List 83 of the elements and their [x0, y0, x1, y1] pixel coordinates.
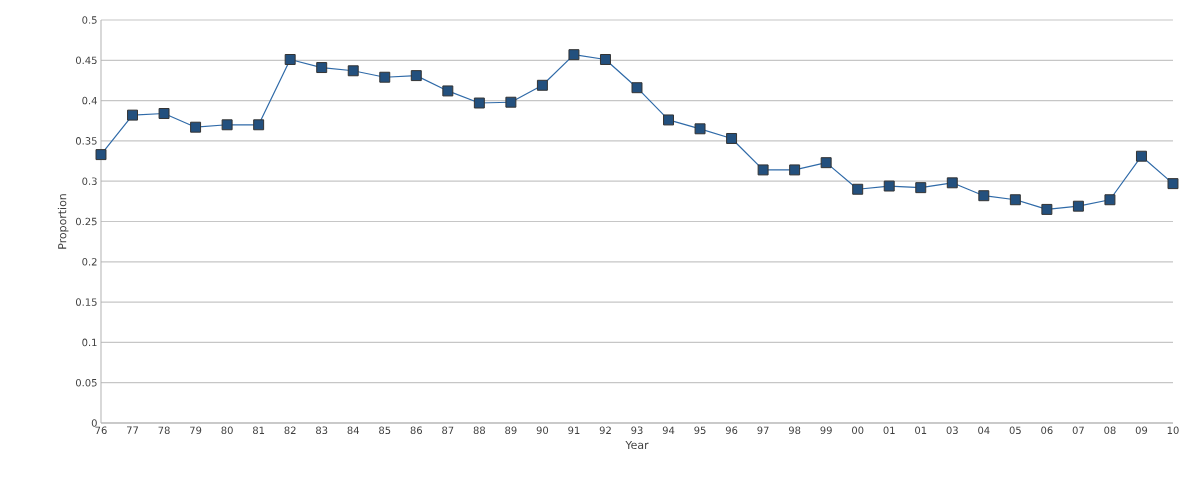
x-tick-label: 86: [410, 426, 423, 435]
y-tick-label: 0: [91, 419, 97, 427]
y-tick-label: 0.45: [75, 56, 97, 65]
point: [978, 190, 990, 202]
x-tick-label: 84: [347, 426, 360, 435]
point: [473, 97, 485, 109]
point: [1135, 150, 1147, 162]
point: [221, 119, 233, 131]
point: [757, 164, 769, 176]
x-tick-label: 93: [631, 426, 643, 435]
point: [253, 119, 265, 131]
y-tick-label: 0.2: [82, 258, 97, 266]
x-tick-label: 89: [505, 426, 517, 435]
x-tick-label: 81: [252, 426, 265, 435]
point: [599, 54, 611, 65]
x-tick-label: 92: [599, 426, 611, 435]
y-tick-label: 0.25: [75, 217, 97, 226]
point: [536, 79, 548, 91]
point: [284, 54, 296, 65]
point: [568, 49, 580, 61]
point: [95, 149, 107, 161]
point: [1041, 203, 1053, 215]
y-tick-label: 0.3: [82, 177, 97, 185]
y-tick-label: 0.05: [75, 378, 97, 387]
x-tick-label: 98: [788, 426, 801, 435]
x-tick-label: 08: [1104, 426, 1116, 435]
x-tick-label: 76: [95, 426, 107, 435]
y-axis-title: Proportion: [57, 194, 69, 249]
x-tick-label: 01: [915, 426, 927, 435]
point: [1009, 194, 1021, 206]
x-tick-label: 91: [568, 426, 580, 435]
y-tick-label: 0.15: [75, 298, 97, 306]
x-axis-title: Year: [625, 440, 649, 450]
x-tick-label: 97: [757, 426, 769, 435]
x-tick-label: 85: [379, 426, 391, 435]
point: [883, 180, 895, 192]
x-tick-label: 01: [883, 426, 895, 435]
point: [852, 183, 864, 195]
point: [820, 157, 832, 169]
point: [1104, 194, 1116, 206]
point: [694, 123, 706, 135]
x-tick-label: 87: [442, 426, 454, 435]
x-tick-label: 06: [1041, 426, 1053, 435]
point: [789, 164, 801, 176]
point: [915, 182, 927, 194]
point: [726, 133, 738, 144]
x-tick-label: 05: [1009, 426, 1021, 435]
x-tick-label: 96: [725, 426, 738, 435]
x-tick-label: 94: [662, 426, 675, 435]
point: [442, 85, 454, 97]
x-tick-label: 77: [127, 426, 139, 434]
x-tick-label: 82: [284, 426, 296, 435]
x-tick-label: 78: [158, 426, 170, 435]
y-tick-label: 0.4: [82, 96, 97, 105]
point: [1072, 200, 1084, 212]
point: [316, 62, 328, 74]
point: [127, 109, 139, 121]
y-tick-label: 0.35: [75, 137, 97, 145]
x-tick-label: 09: [1135, 426, 1148, 435]
point: [158, 108, 170, 119]
x-tick-label: 99: [820, 426, 832, 435]
y-tick-label: 0.1: [82, 338, 97, 347]
point: [663, 114, 674, 126]
x-tick-label: 07: [1072, 426, 1084, 435]
point: [347, 65, 359, 77]
point: [946, 177, 958, 189]
point: [410, 70, 422, 82]
point: [379, 71, 391, 83]
x-tick-label: 80: [221, 426, 233, 435]
point: [1167, 178, 1179, 190]
y-tick-label: 0.5: [82, 16, 97, 24]
x-tick-label: 79: [190, 426, 202, 435]
x-tick-label: 04: [978, 426, 990, 435]
x-tick-label: 95: [694, 426, 706, 435]
x-tick-label: 03: [946, 426, 958, 435]
x-tick-label: 88: [473, 426, 485, 435]
x-tick-label: 10: [1167, 426, 1179, 435]
point: [631, 82, 643, 94]
x-tick-label: 83: [316, 426, 328, 435]
x-tick-label: 00: [852, 426, 864, 435]
point: [505, 96, 517, 108]
x-tick-label: 90: [536, 426, 549, 435]
point: [190, 121, 202, 133]
